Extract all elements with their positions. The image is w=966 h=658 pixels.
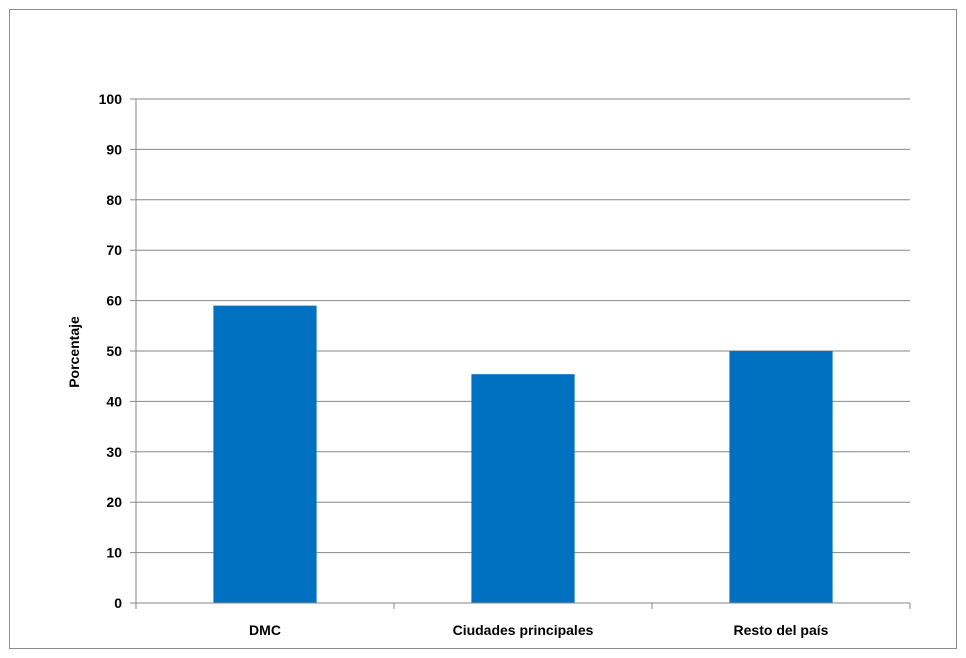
y-tick-label: 90 [106, 141, 122, 157]
bar [729, 351, 833, 603]
axes [130, 98, 911, 609]
bar [471, 374, 575, 603]
y-tick-label: 0 [114, 595, 122, 611]
y-tick-label: 40 [106, 393, 122, 409]
bar [213, 305, 317, 603]
y-tick-label: 100 [99, 91, 123, 107]
category-labels: DMC Ciudades principales Resto del país [249, 622, 829, 638]
category-label: DMC [249, 622, 281, 638]
category-label: Resto del país [734, 622, 829, 638]
y-tick-label: 20 [106, 494, 122, 510]
bars [213, 305, 833, 603]
y-axis-title: Porcentaje [66, 316, 82, 388]
y-tick-label: 70 [106, 242, 122, 258]
y-tick-label: 50 [106, 343, 122, 359]
y-tick-labels: 0 10 20 30 40 50 60 70 80 90 100 [99, 91, 123, 611]
y-tick-label: 10 [106, 545, 122, 561]
y-tick-label: 60 [106, 293, 122, 309]
y-tick-label: 80 [106, 192, 122, 208]
y-tick-label: 30 [106, 444, 122, 460]
category-label: Ciudades principales [453, 622, 594, 638]
